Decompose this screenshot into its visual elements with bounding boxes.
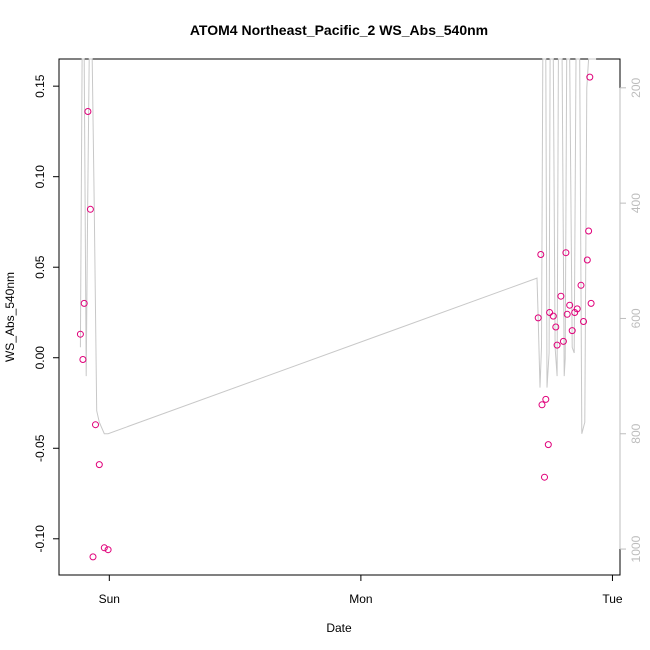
data-point [89, 553, 97, 561]
data-point [541, 473, 548, 481]
data-point [586, 73, 594, 81]
data-point [559, 337, 567, 345]
x-tick-label: Tue [602, 592, 623, 606]
data-point [76, 330, 84, 338]
y2-tick-label: 600 [629, 308, 643, 328]
data-point [542, 395, 550, 403]
secondary-line-layer [79, 58, 597, 435]
data-point [568, 327, 576, 335]
data-point [544, 441, 552, 449]
x-axis: Sun Mon Tue [99, 574, 623, 606]
data-point [562, 249, 570, 257]
y-axis-label: WS_Abs_540nm [3, 272, 17, 362]
y2-tick-label: 400 [629, 193, 643, 213]
data-point [549, 312, 557, 320]
y-tick-label: -0.05 [33, 434, 47, 462]
data-point [577, 281, 585, 289]
data-point [557, 292, 565, 300]
y-tick-label: 0.15 [33, 74, 47, 98]
y-tick-label: 0.05 [33, 255, 47, 279]
data-point [84, 108, 92, 115]
data-point [546, 309, 554, 316]
data-point [580, 318, 587, 325]
y-axis-right: 200 400 600 800 1000 [619, 77, 643, 562]
data-point [92, 421, 99, 429]
y-axis-left: -0.10 -0.05 0.00 0.05 0.10 0.15 [33, 74, 60, 553]
data-point [86, 205, 94, 213]
data-point [583, 256, 591, 264]
data-point [552, 323, 560, 331]
data-point [566, 301, 574, 309]
chart-title: ATOM4 Northeast_Pacific_2 WS_Abs_540nm [190, 22, 488, 38]
y-tick-label: 0.00 [33, 346, 47, 370]
x-tick-label: Mon [349, 592, 372, 606]
y2-tick-label: 200 [629, 77, 643, 97]
secondary-series-line [79, 58, 597, 435]
data-point [537, 251, 545, 258]
x-axis-label: Date [326, 621, 352, 635]
data-point [553, 341, 561, 349]
y-tick-label: 0.10 [33, 165, 47, 189]
data-point [538, 401, 546, 409]
points-layer [76, 73, 595, 561]
data-point [95, 461, 103, 469]
data-point [585, 227, 593, 235]
data-point [563, 310, 571, 318]
data-point [79, 356, 87, 363]
data-point [587, 299, 595, 307]
y-tick-label: -0.10 [33, 525, 47, 553]
data-point [100, 544, 108, 552]
y2-tick-label: 1000 [629, 535, 643, 562]
data-point [573, 305, 581, 313]
data-point [80, 299, 88, 307]
x-tick-label: Sun [99, 592, 120, 606]
data-point [104, 546, 112, 554]
y2-tick-label: 800 [629, 423, 643, 443]
data-point [534, 314, 542, 322]
